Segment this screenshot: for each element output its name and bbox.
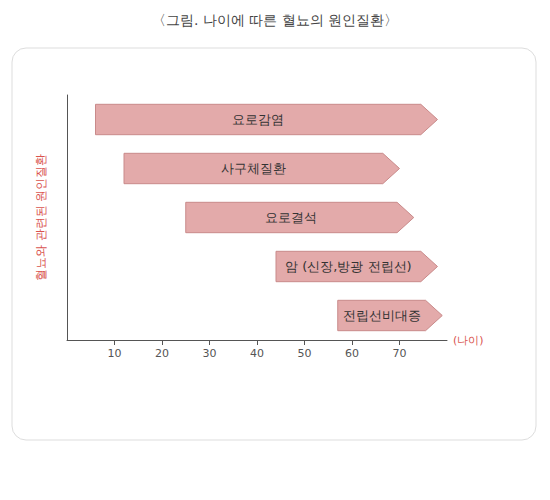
svg-text:〈그림. 나이에 따른 혈뇨의 원인질환〉: 〈그림. 나이에 따른 혈뇨의 원인질환〉	[152, 12, 398, 28]
svg-text:50: 50	[298, 347, 312, 360]
svg-text:20: 20	[155, 347, 169, 360]
svg-text:10: 10	[108, 347, 122, 360]
svg-text:(나이): (나이)	[453, 334, 484, 347]
svg-text:40: 40	[250, 347, 264, 360]
svg-text:혈뇨와 관련된 원인질환: 혈뇨와 관련된 원인질환	[34, 154, 48, 282]
svg-text:30: 30	[203, 347, 217, 360]
svg-text:요로결석: 요로결석	[265, 210, 317, 225]
svg-text:요로감염: 요로감염	[232, 112, 284, 127]
svg-text:60: 60	[345, 347, 359, 360]
svg-text:70: 70	[393, 347, 407, 360]
svg-text:사구체질환: 사구체질환	[221, 161, 286, 176]
svg-text:암 (신장,방광 전립선): 암 (신장,방광 전립선)	[285, 259, 412, 274]
svg-text:전립선비대증: 전립선비대증	[343, 308, 421, 323]
